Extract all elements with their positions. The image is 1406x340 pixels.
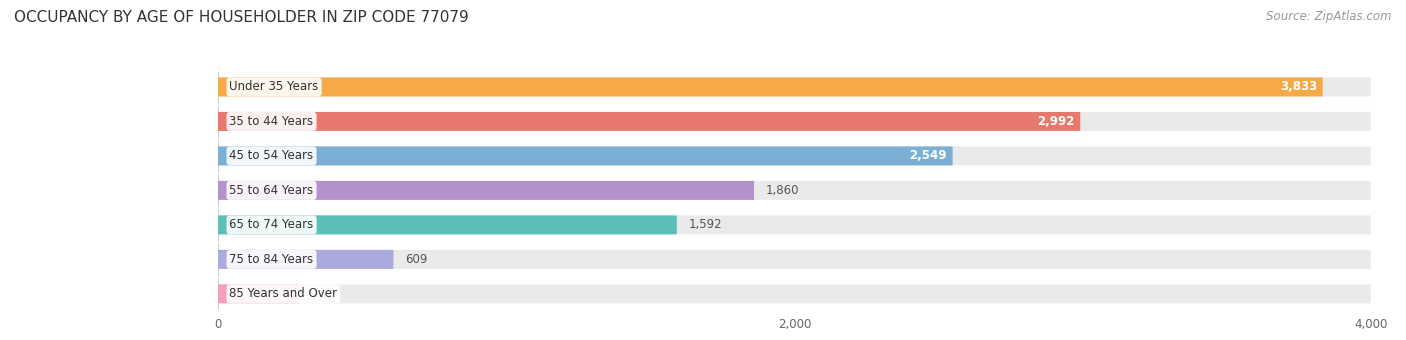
Text: Source: ZipAtlas.com: Source: ZipAtlas.com [1267, 10, 1392, 23]
Text: 1,592: 1,592 [689, 218, 721, 232]
FancyBboxPatch shape [218, 112, 1371, 131]
FancyBboxPatch shape [218, 181, 754, 200]
FancyBboxPatch shape [218, 112, 1080, 131]
Text: OCCUPANCY BY AGE OF HOUSEHOLDER IN ZIP CODE 77079: OCCUPANCY BY AGE OF HOUSEHOLDER IN ZIP C… [14, 10, 468, 25]
FancyBboxPatch shape [218, 216, 676, 234]
FancyBboxPatch shape [218, 181, 1371, 200]
Text: 282: 282 [311, 287, 333, 300]
Text: 2,549: 2,549 [910, 149, 946, 163]
FancyBboxPatch shape [218, 216, 1371, 234]
Text: 85 Years and Over: 85 Years and Over [229, 287, 337, 300]
Text: 35 to 44 Years: 35 to 44 Years [229, 115, 314, 128]
Text: 75 to 84 Years: 75 to 84 Years [229, 253, 314, 266]
FancyBboxPatch shape [218, 147, 1371, 165]
Text: 45 to 54 Years: 45 to 54 Years [229, 149, 314, 163]
FancyBboxPatch shape [218, 284, 1371, 303]
Text: Under 35 Years: Under 35 Years [229, 81, 319, 94]
Text: 3,833: 3,833 [1279, 81, 1317, 94]
Text: 65 to 74 Years: 65 to 74 Years [229, 218, 314, 232]
FancyBboxPatch shape [218, 147, 953, 165]
FancyBboxPatch shape [218, 78, 1371, 97]
Text: 1,860: 1,860 [765, 184, 799, 197]
FancyBboxPatch shape [218, 78, 1323, 97]
FancyBboxPatch shape [218, 250, 394, 269]
FancyBboxPatch shape [218, 284, 299, 303]
FancyBboxPatch shape [218, 250, 1371, 269]
Text: 2,992: 2,992 [1038, 115, 1074, 128]
Text: 609: 609 [405, 253, 427, 266]
Text: 55 to 64 Years: 55 to 64 Years [229, 184, 314, 197]
